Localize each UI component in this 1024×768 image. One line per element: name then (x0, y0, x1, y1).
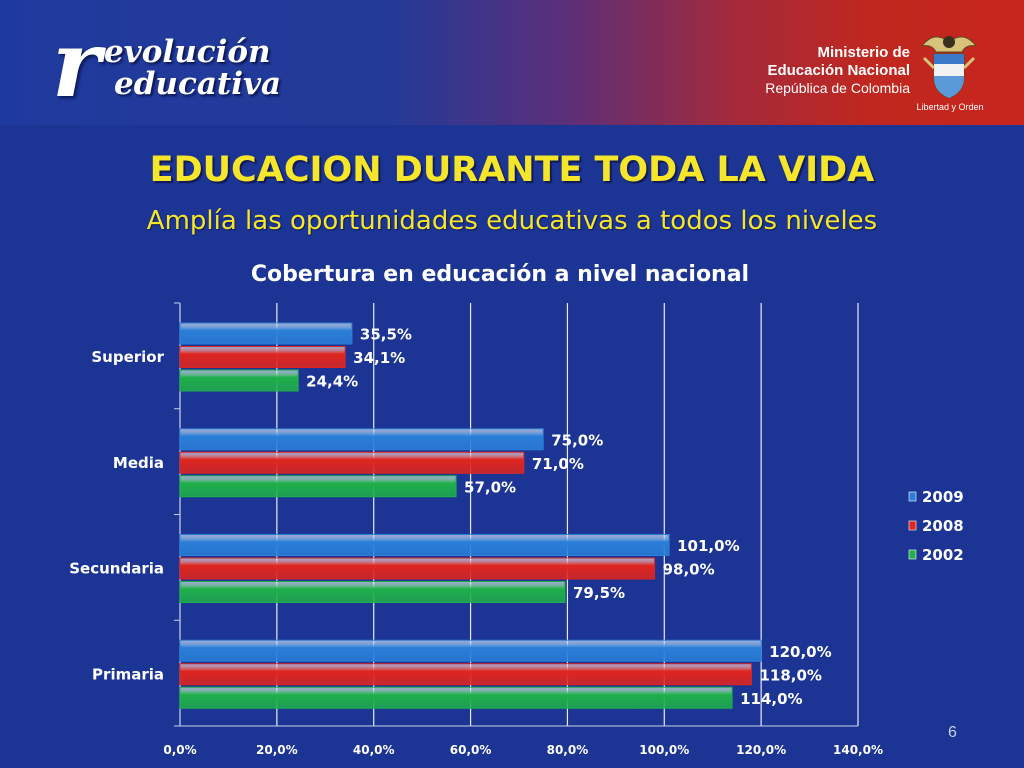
bar-2009-secundaria (179, 534, 670, 556)
coat-of-arms-icon (920, 36, 978, 99)
ministry-line-2: Educación Nacional (767, 62, 910, 79)
data-label-2009-media: 75,0% (551, 431, 603, 449)
x-tick-label: 140,0% (833, 743, 883, 757)
x-tick-label: 80,0% (547, 743, 589, 757)
legend-swatch-2008 (908, 520, 917, 531)
legend-swatch-2009 (908, 491, 917, 502)
crest-motto: Libertad y Orden (916, 102, 984, 112)
revolucion-educativa-logo: r evolución educativa (52, 18, 292, 128)
logo-line-1: evolución (104, 34, 271, 70)
category-label-primaria: Primaria (92, 665, 164, 683)
category-label-superior: Superior (91, 348, 164, 366)
x-tick-label: 20,0% (256, 743, 298, 757)
bar-2008-superior (179, 346, 346, 368)
bar-2008-primaria (179, 663, 752, 686)
data-label-2008-secundaria: 98,0% (663, 561, 715, 579)
page-subtitle: Amplía las oportunidades educativas a to… (146, 206, 878, 236)
data-label-2009-secundaria: 101,0% (677, 537, 739, 555)
data-label-2002-primaria: 114,0% (740, 690, 802, 708)
data-label-2002-superior: 24,4% (306, 373, 358, 391)
data-label-2002-secundaria: 79,5% (573, 584, 625, 602)
legend-label-2008: 2008 (922, 517, 964, 535)
ministry-logo-text: Ministerio de Educación Nacional Repúbli… (760, 44, 910, 97)
data-label-2002-media: 57,0% (464, 478, 516, 496)
data-label-2008-media: 71,0% (532, 455, 584, 473)
data-label-2008-superior: 34,1% (353, 349, 405, 367)
legend-label-2002: 2002 (922, 546, 964, 564)
x-tick-label: 60,0% (450, 743, 492, 757)
bar-2009-superior (179, 322, 353, 345)
x-tick-label: 0,0% (163, 743, 196, 757)
data-label-2009-superior: 35,5% (360, 326, 412, 344)
bar-2009-primaria (179, 639, 762, 662)
page-number: 6 (948, 724, 957, 741)
bar-2008-secundaria (179, 557, 656, 580)
ministry-line-1: Ministerio de (817, 44, 910, 61)
x-tick-label: 120,0% (736, 743, 786, 757)
header-band (0, 0, 1024, 125)
category-label-media: Media (113, 454, 164, 472)
ministry-line-3: República de Colombia (765, 80, 910, 96)
bar-2002-primaria (179, 686, 733, 709)
x-tick-label: 100,0% (639, 743, 689, 757)
logo-line-2: educativa (114, 66, 282, 102)
data-label-2008-primaria: 118,0% (759, 666, 821, 684)
bar-2002-secundaria (179, 581, 566, 603)
bar-2002-superior (179, 369, 299, 392)
logo-letter: r (52, 10, 101, 118)
bar-2009-media (179, 428, 544, 451)
legend-swatch-2002 (908, 549, 917, 560)
data-label-2009-primaria: 120,0% (769, 643, 831, 661)
category-label-secundaria: Secundaria (69, 560, 164, 578)
x-tick-label: 40,0% (353, 743, 395, 757)
legend-label-2009: 2009 (922, 488, 964, 506)
chart-title: Cobertura en educación a nivel nacional (250, 262, 750, 287)
bar-2002-media (179, 475, 457, 498)
page-title: EDUCACION DURANTE TODA LA VIDA (149, 150, 875, 190)
bar-2008-media (179, 451, 525, 474)
